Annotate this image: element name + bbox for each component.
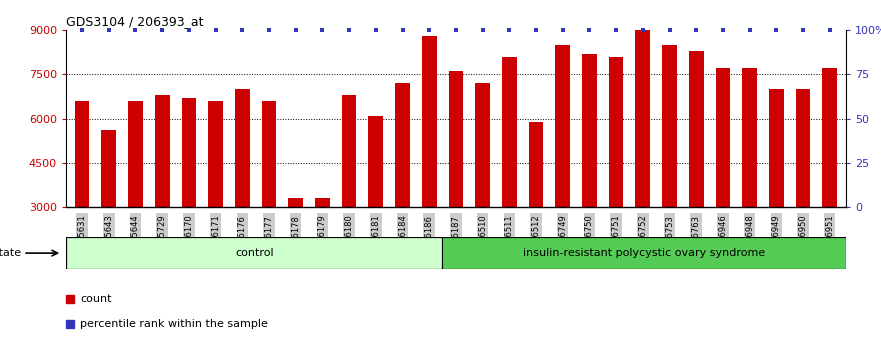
Bar <box>342 95 357 207</box>
Bar <box>529 121 544 207</box>
Bar <box>288 198 303 207</box>
Text: insulin-resistant polycystic ovary syndrome: insulin-resistant polycystic ovary syndr… <box>523 248 766 258</box>
Bar <box>822 68 837 207</box>
Bar <box>502 57 516 207</box>
Text: count: count <box>80 294 112 304</box>
Bar <box>635 30 650 207</box>
Bar <box>368 116 383 207</box>
Bar <box>442 237 846 269</box>
Bar <box>769 89 784 207</box>
Bar <box>181 98 196 207</box>
Bar <box>609 57 624 207</box>
Bar <box>475 83 490 207</box>
Text: disease state: disease state <box>0 248 21 258</box>
Bar <box>315 198 329 207</box>
Bar <box>689 51 704 207</box>
Bar <box>155 95 169 207</box>
Bar <box>715 68 730 207</box>
Text: GDS3104 / 206393_at: GDS3104 / 206393_at <box>66 15 204 28</box>
Text: control: control <box>235 248 274 258</box>
Bar <box>796 89 811 207</box>
Bar <box>396 83 410 207</box>
Bar <box>743 68 757 207</box>
Bar <box>128 101 143 207</box>
Bar <box>582 54 596 207</box>
Bar <box>208 101 223 207</box>
Bar <box>448 72 463 207</box>
Bar <box>75 101 90 207</box>
Bar <box>101 130 116 207</box>
Bar <box>555 45 570 207</box>
Bar <box>262 101 277 207</box>
Bar <box>422 36 437 207</box>
Bar <box>663 45 677 207</box>
Bar <box>66 237 442 269</box>
Bar <box>235 89 249 207</box>
Text: percentile rank within the sample: percentile rank within the sample <box>80 319 268 329</box>
